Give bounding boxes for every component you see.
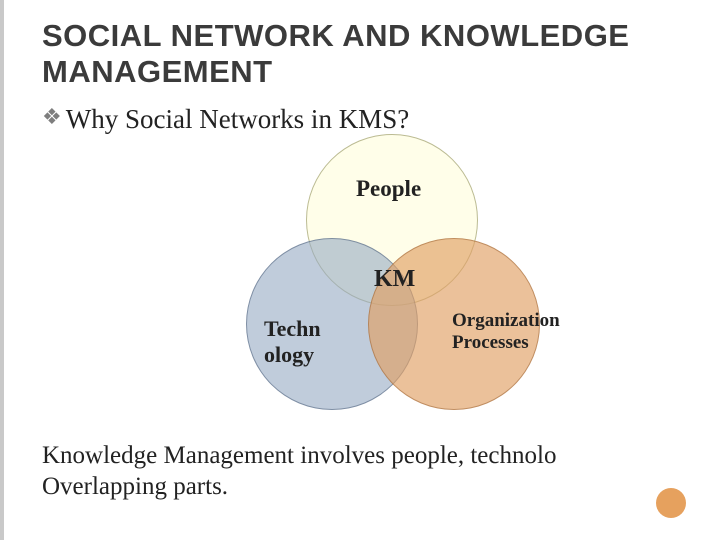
slide: SOCIAL NETWORK AND KNOWLEDGE MANAGEMENT … (0, 0, 720, 540)
venn-label-technology: Techn ology (264, 316, 321, 368)
slide-title: SOCIAL NETWORK AND KNOWLEDGE MANAGEMENT (42, 18, 692, 89)
bullet-text: Why Social Networks in KMS? (66, 103, 409, 135)
venn-label-organization: Organization Processes (452, 310, 560, 354)
diamond-bullet-icon: ❖ (42, 105, 62, 129)
bullet-item: ❖ Why Social Networks in KMS? (42, 103, 692, 135)
corner-accent-dot (656, 488, 686, 518)
footer-text: Knowledge Management involves people, te… (42, 440, 556, 503)
venn-diagram: People Techn ology Organization Processes K… (182, 136, 602, 416)
venn-label-people: People (356, 176, 421, 202)
venn-center-label: KM (374, 266, 415, 293)
